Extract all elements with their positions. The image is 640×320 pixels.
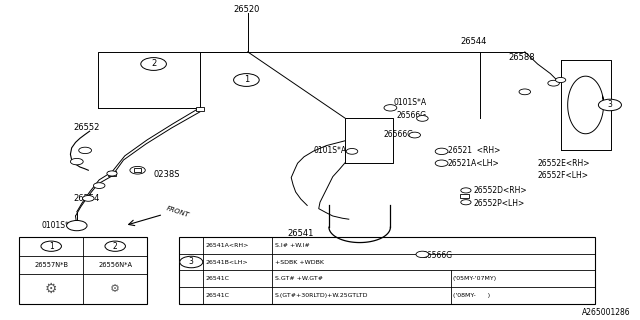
Circle shape [384,105,397,111]
Circle shape [417,116,428,121]
Text: 1: 1 [244,76,249,84]
Bar [134,168,141,172]
Text: ('05MY-'07MY): ('05MY-'07MY) [453,276,497,281]
Text: 26541: 26541 [287,229,314,238]
Text: 0101S*A: 0101S*A [314,146,347,155]
Circle shape [598,99,621,111]
Text: 26554: 26554 [74,194,100,203]
Bar [108,171,116,176]
Circle shape [416,251,429,258]
Text: 3: 3 [607,100,612,109]
Text: 2: 2 [113,242,118,251]
Text: 3: 3 [189,258,194,267]
Circle shape [461,188,471,193]
Text: S.(GT#+30RLTD)+W.25GTLTD: S.(GT#+30RLTD)+W.25GTLTD [275,293,369,298]
Bar [461,194,468,198]
Circle shape [105,241,125,251]
Text: 26556N*A: 26556N*A [98,262,132,268]
Text: 26541C: 26541C [205,293,229,298]
Text: 26552E<RH>: 26552E<RH> [538,159,590,168]
Text: 26521  <RH>: 26521 <RH> [448,146,500,155]
Text: +SDBK +WDBK: +SDBK +WDBK [275,260,324,265]
Circle shape [79,147,92,154]
Text: 26566G: 26566G [397,111,427,120]
Text: S.I# +W.I#: S.I# +W.I# [275,243,310,248]
Text: 2: 2 [151,60,156,68]
Text: 26566G: 26566G [384,130,414,139]
Text: 26520: 26520 [233,5,260,14]
Circle shape [435,148,448,155]
Text: 26552F<LH>: 26552F<LH> [538,172,589,180]
Text: A265001286: A265001286 [582,308,630,317]
Circle shape [435,160,448,166]
Circle shape [67,220,87,231]
Circle shape [130,166,145,174]
Text: 0238S: 0238S [154,170,180,179]
Bar [179,237,595,304]
Circle shape [519,89,531,95]
Circle shape [70,158,83,165]
Circle shape [234,74,259,86]
Text: 26552D<RH>: 26552D<RH> [474,186,527,195]
Text: 26541A<RH>: 26541A<RH> [205,243,249,248]
Circle shape [83,196,94,201]
Circle shape [346,148,358,154]
Text: 1: 1 [49,242,54,251]
Text: FRONT: FRONT [165,205,189,218]
Text: ⚙: ⚙ [45,282,58,296]
Text: 26588: 26588 [509,53,536,62]
Circle shape [556,77,566,83]
Text: ⚙: ⚙ [110,284,120,294]
Circle shape [461,200,471,205]
Bar [19,237,147,304]
Text: 26541B<LH>: 26541B<LH> [205,260,248,265]
Text: 26552: 26552 [74,124,100,132]
Circle shape [548,80,559,86]
Circle shape [180,256,203,268]
Text: 0101S*A: 0101S*A [42,221,75,230]
Text: 26541C: 26541C [205,276,229,281]
Text: ('08MY-      ): ('08MY- ) [453,293,490,298]
Text: 0101S*A: 0101S*A [394,98,427,107]
Text: 26552P<LH>: 26552P<LH> [474,199,525,208]
Circle shape [93,183,105,188]
Circle shape [141,58,166,70]
Text: 26521A<LH>: 26521A<LH> [448,159,500,168]
Circle shape [107,171,117,176]
Text: 26557N*B: 26557N*B [34,262,68,268]
Bar [196,107,204,111]
Text: 26566G: 26566G [422,252,452,260]
Circle shape [41,241,61,251]
Circle shape [409,132,420,138]
Text: S.GT# +W.GT#: S.GT# +W.GT# [275,276,323,281]
Text: 26544: 26544 [461,37,487,46]
